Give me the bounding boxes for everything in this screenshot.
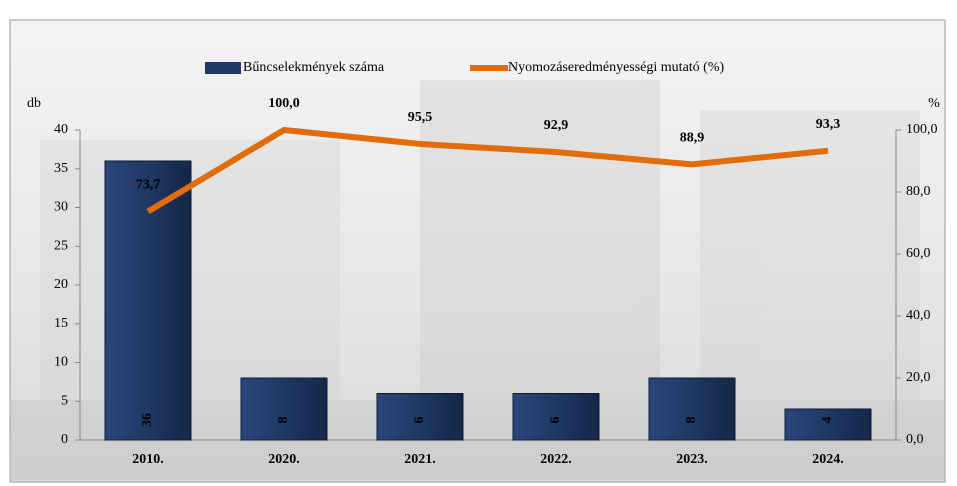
y-tick-label: 15 xyxy=(54,316,68,331)
y2-tick-label: 80,0 xyxy=(906,184,931,199)
line xyxy=(146,127,829,215)
line-value-label: 88,9 xyxy=(680,131,705,146)
y-tick-label: 5 xyxy=(61,393,68,408)
bar xyxy=(648,377,736,441)
legend-label: Bűncselekmények száma xyxy=(243,60,385,75)
legend-swatch xyxy=(205,62,241,74)
x-tick-label: 2023. xyxy=(676,452,708,467)
bar xyxy=(512,393,600,441)
bar-value-label: 8 xyxy=(276,417,291,424)
bar xyxy=(240,377,328,441)
x-tick-label: 2024. xyxy=(812,452,844,467)
line-value-label: 93,3 xyxy=(816,117,841,132)
bar xyxy=(784,408,872,441)
bar-value-label: 8 xyxy=(684,417,699,424)
x-tick-label: 2022. xyxy=(540,452,572,467)
y-tick-label: 35 xyxy=(54,161,68,176)
bar-value-label: 6 xyxy=(548,417,563,424)
x-tick-label: 2010. xyxy=(132,452,164,467)
bar-value-label: 4 xyxy=(820,417,835,424)
y2-tick-label: 40,0 xyxy=(906,308,931,323)
y-tick-label: 10 xyxy=(54,355,68,370)
y-tick-label: 30 xyxy=(54,200,68,215)
y2-axis-label: % xyxy=(928,96,940,111)
y-tick-label: 40 xyxy=(54,122,68,137)
y-tick-label: 0 xyxy=(61,432,68,447)
line-value-label: 73,7 xyxy=(136,178,161,193)
x-tick-label: 2020. xyxy=(268,452,300,467)
y-axis-label: db xyxy=(27,96,41,111)
bar xyxy=(376,393,464,441)
y-tick-label: 25 xyxy=(54,238,68,253)
y-tick-label: 20 xyxy=(54,277,68,292)
y2-tick-label: 0,0 xyxy=(906,432,924,447)
bar xyxy=(104,160,192,441)
y2-tick-label: 60,0 xyxy=(906,246,931,261)
line-value-label: 95,5 xyxy=(408,110,433,125)
y2-tick-label: 20,0 xyxy=(906,370,931,385)
x-tick-label: 2021. xyxy=(404,452,436,467)
y2-tick-label: 100,0 xyxy=(906,122,938,137)
bar-value-label: 6 xyxy=(412,417,427,424)
line-value-label: 92,9 xyxy=(544,118,569,133)
legend-label: Nyomozáseredményességi mutató (%) xyxy=(508,60,724,75)
bar-value-label: 36 xyxy=(140,413,155,427)
line-value-label: 100,0 xyxy=(268,96,300,111)
